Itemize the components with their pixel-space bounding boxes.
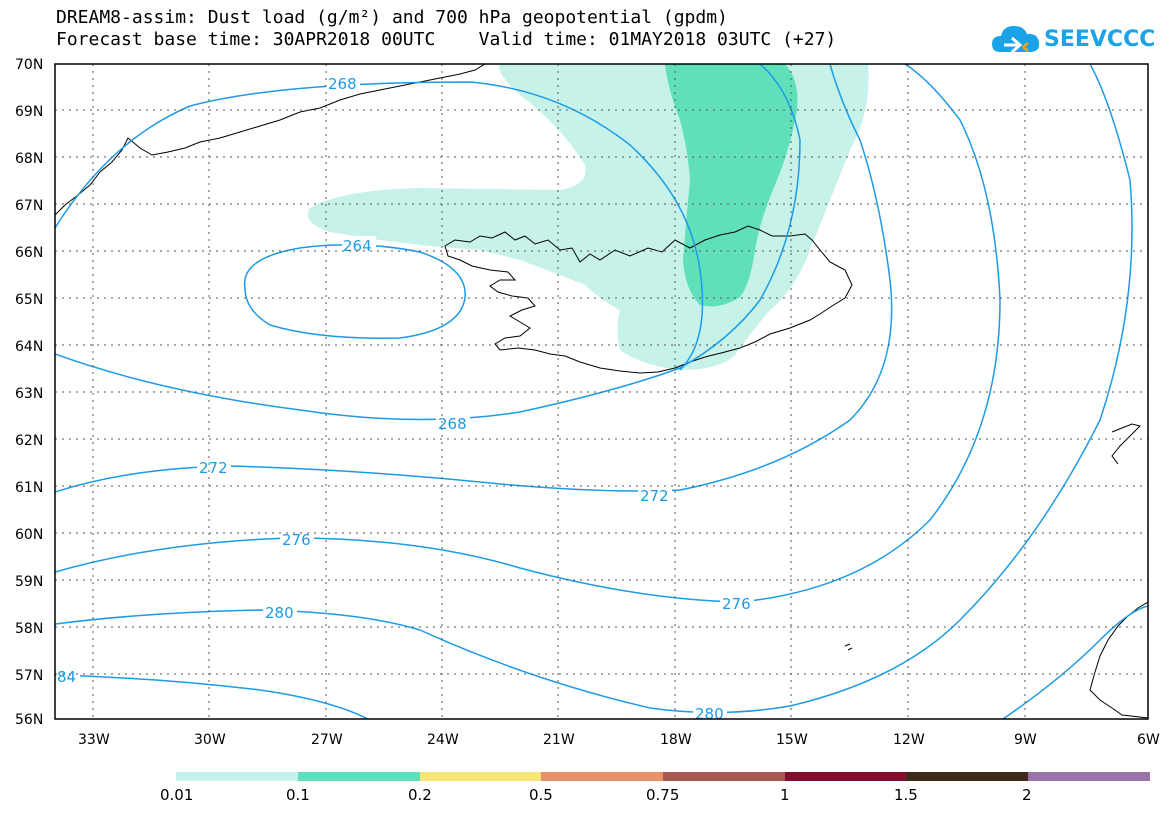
contour-272 (55, 64, 893, 493)
legend-label: 1 (780, 786, 790, 804)
iceland-coastline (444, 225, 853, 374)
legend-swatch (541, 772, 663, 781)
lon-label: 6W (1137, 732, 1160, 748)
map-frame (54, 63, 1149, 720)
legend-label: 0.75 (646, 786, 679, 804)
lat-label: 67N (15, 198, 43, 214)
contour-label: 268 (328, 75, 357, 93)
contour-284-east (1002, 605, 1148, 719)
plot-area: 268 264 268 272 272 276 276 280 84 280 (55, 64, 1148, 723)
dust-region-mid (665, 64, 798, 307)
lon-label: 21W (543, 732, 575, 748)
latitude-labels: 70N 69N 68N 67N 66N 65N 64N 63N 62N 61N … (15, 57, 43, 728)
lat-label: 56N (15, 712, 43, 728)
title-line-2: Forecast base time: 30APR2018 00UTC Vali… (56, 29, 837, 50)
contour-label: 280 (265, 604, 294, 622)
legend-swatch (906, 772, 1028, 781)
legend-colorbar (176, 772, 1150, 781)
contour-264 (243, 244, 466, 339)
contour-label: 84 (57, 668, 76, 686)
faroe-islands (844, 643, 853, 651)
lat-label: 65N (15, 292, 43, 308)
lat-label: 63N (15, 386, 43, 402)
legend-swatch (785, 772, 906, 781)
logo-text: SEEVCCC (1044, 27, 1156, 52)
legend-label: 0.1 (286, 786, 310, 804)
lon-label: 24W (427, 732, 459, 748)
lat-label: 70N (15, 57, 43, 73)
lat-label: 61N (15, 480, 43, 496)
legend-label: 0.2 (408, 786, 432, 804)
seevccc-logo: SEEVCCC (990, 20, 1155, 60)
contour-label: 272 (199, 459, 228, 477)
contour-280 (55, 64, 1133, 714)
contour-label: 276 (722, 595, 751, 613)
lat-label: 69N (15, 104, 43, 120)
contour-268-south (55, 64, 801, 421)
contour-284 (55, 674, 369, 719)
legend-swatch (176, 772, 298, 781)
contour-labels: 268 264 268 272 272 276 276 280 84 280 (56, 74, 754, 723)
lat-label: 64N (15, 339, 43, 355)
lon-label: 15W (776, 732, 808, 748)
lat-label: 66N (15, 245, 43, 261)
lon-label: 12W (893, 732, 925, 748)
lat-label: 58N (15, 621, 43, 637)
greenland-coastline (55, 64, 486, 216)
lon-label: 27W (311, 732, 343, 748)
contour-268-north (55, 81, 704, 371)
grid-lines (55, 64, 1148, 719)
cloud-icon (992, 26, 1040, 54)
lat-label: 60N (15, 527, 43, 543)
lon-label: 33W (78, 732, 110, 748)
legend-labels: 0.01 0.1 0.2 0.5 0.75 1 1.5 2 (160, 786, 1032, 804)
legend-swatch (298, 772, 420, 781)
contour-label: 280 (695, 705, 724, 723)
title-line-1: DREAM8-assim: Dust load (g/m²) and 700 h… (56, 7, 728, 28)
longitude-labels: 33W 30W 27W 24W 21W 18W 15W 12W 9W 6W (78, 732, 1160, 748)
lat-label: 62N (15, 433, 43, 449)
legend-swatch (1028, 772, 1150, 781)
lon-label: 18W (660, 732, 692, 748)
lat-label: 57N (15, 668, 43, 684)
lon-label: 30W (194, 732, 226, 748)
lat-label: 59N (15, 574, 43, 590)
contour-276 (55, 64, 1001, 603)
contour-label: 272 (640, 487, 669, 505)
legend-label: 2 (1022, 786, 1032, 804)
legend-label: 0.01 (160, 786, 193, 804)
lon-label: 9W (1014, 732, 1037, 748)
legend-swatch (420, 772, 541, 781)
legend-swatch (663, 772, 785, 781)
lat-label: 68N (15, 151, 43, 167)
legend-label: 1.5 (894, 786, 918, 804)
contour-label: 268 (438, 415, 467, 433)
contour-label: 264 (343, 237, 372, 255)
legend-label: 0.5 (529, 786, 553, 804)
contour-label: 276 (282, 531, 311, 549)
